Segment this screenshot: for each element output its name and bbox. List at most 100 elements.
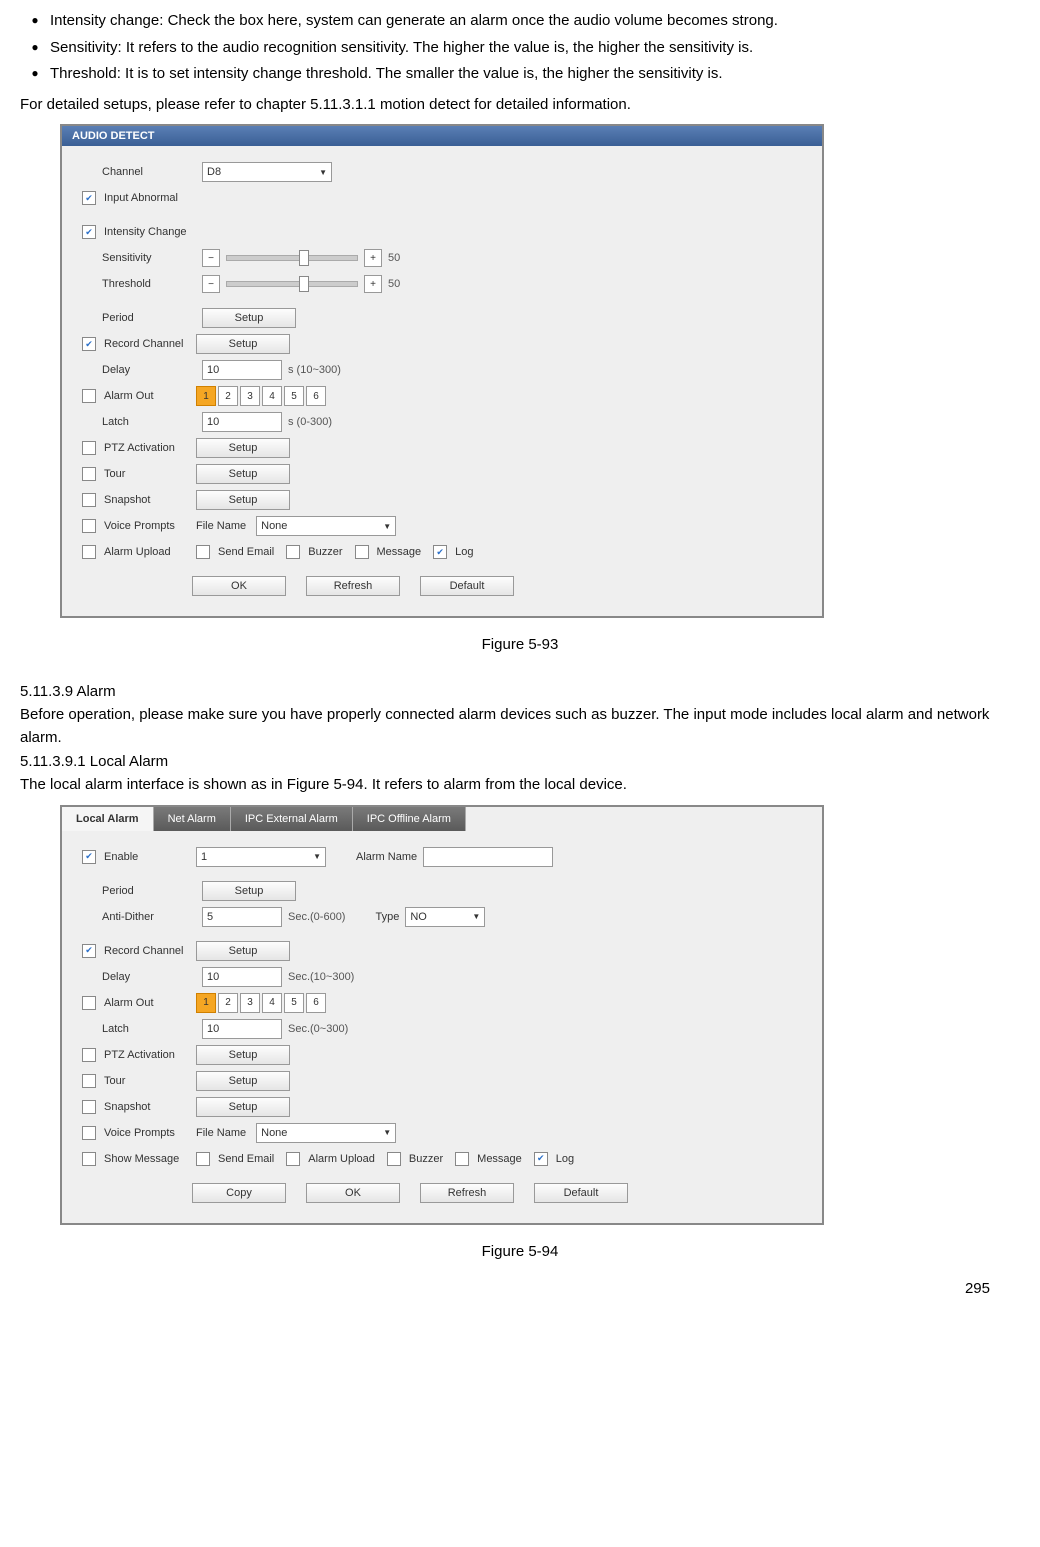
alarm-out-5[interactable]: 5: [284, 386, 304, 406]
alarm-out-3[interactable]: 3: [240, 993, 260, 1013]
tab-local-alarm[interactable]: Local Alarm: [62, 807, 154, 831]
ok-button[interactable]: OK: [306, 1183, 400, 1203]
tour-checkbox[interactable]: [82, 1074, 96, 1088]
alarm-out-4[interactable]: 4: [262, 386, 282, 406]
latch-input[interactable]: 10: [202, 412, 282, 432]
alarm-out-1[interactable]: 1: [196, 993, 216, 1013]
tour-checkbox[interactable]: [82, 467, 96, 481]
tour-label: Tour: [104, 1075, 196, 1087]
tab-net-alarm[interactable]: Net Alarm: [154, 807, 231, 831]
page-number: 295: [20, 1280, 990, 1297]
send-email-checkbox[interactable]: [196, 545, 210, 559]
refresh-button[interactable]: Refresh: [420, 1183, 514, 1203]
snapshot-checkbox[interactable]: [82, 493, 96, 507]
anti-dither-input[interactable]: 5: [202, 907, 282, 927]
type-dropdown[interactable]: NO ▼: [405, 907, 485, 927]
alarm-out-checkbox[interactable]: [82, 389, 96, 403]
alarm-out-6[interactable]: 6: [306, 993, 326, 1013]
alarm-out-5[interactable]: 5: [284, 993, 304, 1013]
figure-caption: Figure 5-94: [20, 1243, 1020, 1260]
log-checkbox[interactable]: [534, 1152, 548, 1166]
plus-icon[interactable]: +: [364, 275, 382, 293]
record-setup-button[interactable]: Setup: [196, 334, 290, 354]
voice-prompts-checkbox[interactable]: [82, 519, 96, 533]
threshold-slider[interactable]: [226, 281, 358, 287]
snapshot-checkbox[interactable]: [82, 1100, 96, 1114]
tab-ipc-external[interactable]: IPC External Alarm: [231, 807, 353, 831]
delay-input[interactable]: 10: [202, 967, 282, 987]
default-button[interactable]: Default: [534, 1183, 628, 1203]
ptz-checkbox[interactable]: [82, 1048, 96, 1062]
ptz-setup-button[interactable]: Setup: [196, 1045, 290, 1065]
file-name-label: File Name: [196, 520, 246, 532]
buzzer-checkbox[interactable]: [387, 1152, 401, 1166]
tour-setup-button[interactable]: Setup: [196, 1071, 290, 1091]
alarm-upload-checkbox[interactable]: [82, 545, 96, 559]
alarm-upload-checkbox[interactable]: [286, 1152, 300, 1166]
alarm-out-2[interactable]: 2: [218, 993, 238, 1013]
message-checkbox[interactable]: [355, 545, 369, 559]
tab-bar: Local Alarm Net Alarm IPC External Alarm…: [62, 807, 822, 831]
sensitivity-slider[interactable]: [226, 255, 358, 261]
minus-icon[interactable]: −: [202, 249, 220, 267]
file-name-dropdown[interactable]: None ▼: [256, 1123, 396, 1143]
tour-setup-button[interactable]: Setup: [196, 464, 290, 484]
minus-icon[interactable]: −: [202, 275, 220, 293]
bullet-text: Sensitivity: It refers to the audio reco…: [50, 37, 1020, 60]
voice-prompts-checkbox[interactable]: [82, 1126, 96, 1140]
period-setup-button[interactable]: Setup: [202, 881, 296, 901]
alarm-out-1[interactable]: 1: [196, 386, 216, 406]
chevron-down-icon: ▼: [383, 522, 391, 531]
alarm-out-4[interactable]: 4: [262, 993, 282, 1013]
snapshot-label: Snapshot: [104, 1101, 196, 1113]
period-setup-button[interactable]: Setup: [202, 308, 296, 328]
alarm-out-2[interactable]: 2: [218, 386, 238, 406]
log-label: Log: [556, 1153, 574, 1165]
alarm-out-3[interactable]: 3: [240, 386, 260, 406]
enable-dropdown[interactable]: 1 ▼: [196, 847, 326, 867]
channel-dropdown[interactable]: D8 ▼: [202, 162, 332, 182]
ptz-setup-button[interactable]: Setup: [196, 438, 290, 458]
figure-caption: Figure 5-93: [20, 636, 1020, 653]
snapshot-setup-button[interactable]: Setup: [196, 1097, 290, 1117]
channel-label: Channel: [102, 166, 202, 178]
copy-button[interactable]: Copy: [192, 1183, 286, 1203]
message-checkbox[interactable]: [455, 1152, 469, 1166]
input-abnormal-checkbox[interactable]: [82, 191, 96, 205]
record-setup-button[interactable]: Setup: [196, 941, 290, 961]
intensity-change-checkbox[interactable]: [82, 225, 96, 239]
delay-input[interactable]: 10: [202, 360, 282, 380]
file-name-dropdown[interactable]: None ▼: [256, 516, 396, 536]
send-email-label: Send Email: [218, 1153, 274, 1165]
panel-title: AUDIO DETECT: [62, 126, 822, 146]
enable-checkbox[interactable]: [82, 850, 96, 864]
log-checkbox[interactable]: [433, 545, 447, 559]
plus-icon[interactable]: +: [364, 249, 382, 267]
alarm-name-label: Alarm Name: [356, 851, 417, 863]
default-button[interactable]: Default: [420, 576, 514, 596]
record-channel-checkbox[interactable]: [82, 337, 96, 351]
snapshot-setup-button[interactable]: Setup: [196, 490, 290, 510]
tab-ipc-offline[interactable]: IPC Offline Alarm: [353, 807, 466, 831]
record-channel-checkbox[interactable]: [82, 944, 96, 958]
alarm-out-checkbox[interactable]: [82, 996, 96, 1010]
message-label: Message: [477, 1153, 522, 1165]
send-email-checkbox[interactable]: [196, 1152, 210, 1166]
refresh-button[interactable]: Refresh: [306, 576, 400, 596]
bullet-item: ● Intensity change: Check the box here, …: [20, 10, 1020, 33]
latch-label: Latch: [102, 416, 202, 428]
record-channel-label: Record Channel: [104, 945, 196, 957]
period-label: Period: [102, 312, 202, 324]
buzzer-checkbox[interactable]: [286, 545, 300, 559]
bullet-icon: ●: [20, 63, 50, 86]
alarm-out-label: Alarm Out: [104, 997, 196, 1009]
alarm-out-6[interactable]: 6: [306, 386, 326, 406]
send-email-label: Send Email: [218, 546, 274, 558]
latch-input[interactable]: 10: [202, 1019, 282, 1039]
bullet-text: Intensity change: Check the box here, sy…: [50, 10, 1020, 33]
ptz-checkbox[interactable]: [82, 441, 96, 455]
chevron-down-icon: ▼: [383, 1128, 391, 1137]
ok-button[interactable]: OK: [192, 576, 286, 596]
alarm-name-input[interactable]: [423, 847, 553, 867]
show-message-checkbox[interactable]: [82, 1152, 96, 1166]
